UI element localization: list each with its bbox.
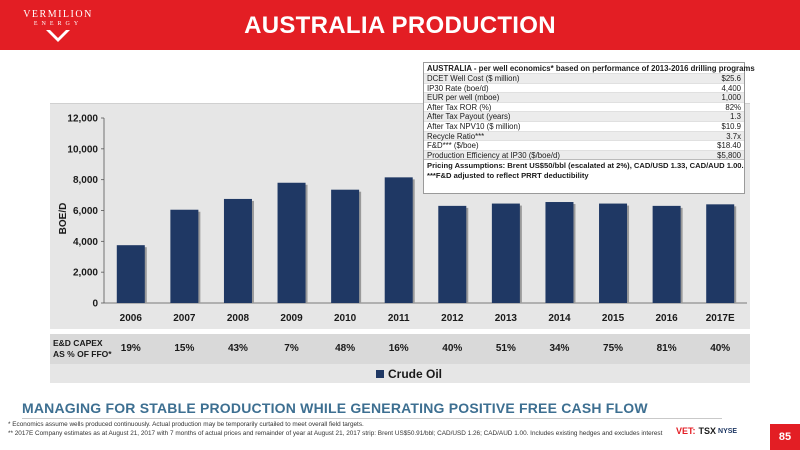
capex-row: E&D CAPEX AS % OF FFO* 19% 15% 43% 7% 48% 16%… — [50, 334, 750, 364]
exchange-listing: VET: TSX NYSE — [676, 426, 737, 436]
economics-table-row: After Tax Payout (years) 1.3 — [424, 111, 744, 121]
economics-row-value: $10.9 — [721, 121, 741, 131]
bar-crude-oil — [170, 209, 199, 303]
economics-table-row: After Tax ROR (%) 82% — [424, 101, 744, 112]
bar-crude-oil — [599, 203, 628, 303]
logo-mark-icon — [46, 30, 70, 42]
company-logo: VERMILION ENERGY — [14, 6, 102, 46]
capex-value: 34% — [549, 343, 570, 354]
capex-value: 15% — [174, 343, 195, 354]
y-tick-label: 4,000 — [73, 237, 98, 248]
economics-table-footer2: ***F&D adjusted to reflect PRRT deductib… — [427, 171, 589, 181]
economics-table-row: After Tax NPV10 ($ million) $10.9 — [424, 120, 744, 131]
bar-crude-oil — [438, 205, 467, 303]
economics-row-value: 4,400 — [721, 83, 741, 93]
economics-row-value: 82% — [725, 102, 741, 112]
page-title: AUSTRALIA PRODUCTION — [244, 12, 556, 39]
economics-table-row: DCET Well Cost ($ million) $25.6 — [424, 73, 744, 83]
economics-row-label: F&D*** ($/boe) — [427, 141, 479, 151]
logo-sub: ENERGY — [33, 21, 83, 27]
header-bar: VERMILION ENERGY AUSTRALIA PRODUCTION — [0, 0, 800, 50]
capex-value: 16% — [388, 343, 409, 354]
economics-row-label: After Tax NPV10 ($ million) — [427, 121, 521, 131]
economics-table-row: EUR per well (mboe) 1,000 — [424, 92, 744, 102]
economics-table-row: IP30 Rate (boe/d) 4,400 — [424, 82, 744, 93]
page-number: 85 — [770, 424, 800, 450]
bar-crude-oil — [277, 182, 306, 303]
nyse-label: NYSE — [718, 427, 738, 435]
y-tick-label: 12,000 — [67, 114, 98, 125]
production-bar-chart: 0 2,000 4,000 6,000 8,000 10,000 12,000 BOE/D 20… — [58, 114, 747, 324]
y-tick-label: 8,000 — [73, 175, 98, 186]
economics-row-label: DCET Well Cost ($ million) — [427, 74, 520, 83]
economics-row-label: After Tax Payout (years) — [427, 112, 511, 122]
economics-row-value: $25.6 — [721, 74, 741, 83]
tsx-label: TSX — [698, 426, 717, 436]
economics-table-row: Production Efficiency at IP30 ($/boe/d) $… — [424, 149, 744, 160]
capex-value: 7% — [284, 343, 299, 354]
bar-crude-oil — [652, 205, 681, 303]
logo-name: VERMILION — [23, 9, 93, 20]
economics-table-row: Recycle Ratio*** 3.7x — [424, 130, 744, 141]
x-tick-label: 2006 — [120, 313, 143, 324]
bar-crude-oil — [384, 177, 413, 303]
economics-row-value: 3.7x — [726, 131, 741, 141]
y-tick-label: 6,000 — [73, 206, 98, 217]
economics-row-value: 1,000 — [721, 93, 741, 103]
capex-label-line2: AS % OF FFO* — [53, 349, 112, 359]
bar-crude-oil — [491, 203, 520, 303]
capex-value: 75% — [603, 343, 624, 354]
bar-crude-oil — [706, 204, 735, 303]
capex-value: 51% — [495, 343, 516, 354]
footnote-2: ** 2017E Company estimates as at August … — [8, 430, 663, 437]
economics-row-label: EUR per well (mboe) — [427, 93, 500, 103]
tagline: MANAGING FOR STABLE PRODUCTION WHILE GEN… — [22, 400, 648, 416]
bar-crude-oil — [223, 198, 252, 303]
bar-crude-oil — [331, 189, 360, 303]
chart-area: 0 2,000 4,000 6,000 8,000 10,000 12,000 BOE/D 20… — [50, 103, 750, 329]
ticker-label: VET: — [676, 426, 696, 436]
bar-crude-oil — [116, 245, 145, 303]
economics-row-value: $5,800 — [717, 150, 741, 160]
capex-label-line1: E&D CAPEX — [53, 338, 103, 348]
capex-value: 19% — [120, 343, 141, 354]
capex-value: 40% — [710, 343, 731, 354]
legend-label: Crude Oil — [388, 367, 443, 381]
capex-value: 81% — [656, 343, 677, 354]
economics-row-label: Recycle Ratio*** — [427, 131, 485, 141]
capex-label: E&D CAPEX AS % OF FFO* — [53, 338, 112, 360]
y-axis-label: BOE/D — [58, 203, 69, 235]
y-tick-label: 10,000 — [67, 144, 98, 155]
chart-legend: Crude Oil — [50, 364, 750, 383]
x-tick-label: 2008 — [227, 313, 250, 324]
capex-value: 43% — [227, 343, 248, 354]
x-tick-label: 2016 — [656, 313, 679, 324]
capex-value: 40% — [442, 343, 463, 354]
y-tick-label: 0 — [92, 299, 98, 310]
x-tick-label: 2015 — [602, 313, 625, 324]
economics-row-label: IP30 Rate (boe/d) — [427, 83, 489, 93]
x-tick-label: 2017E — [706, 313, 735, 324]
legend-swatch — [376, 370, 384, 378]
economics-table-footer1: Pricing Assumptions: Brent US$50/bbl (es… — [424, 159, 744, 171]
economics-row-label: After Tax ROR (%) — [427, 102, 492, 112]
bar-crude-oil — [545, 202, 574, 303]
x-tick-label: 2009 — [280, 313, 303, 324]
economics-row-label: Production Efficiency at IP30 ($/boe/d) — [427, 150, 560, 160]
economics-row-value: $18.40 — [717, 141, 741, 151]
x-tick-label: 2013 — [495, 313, 518, 324]
capex-value: 48% — [335, 343, 356, 354]
economics-row-value: 1.3 — [730, 112, 741, 122]
x-tick-label: 2014 — [548, 313, 571, 324]
footnote-1: * Economics assume wells produced contin… — [8, 421, 364, 428]
tagline-divider — [22, 418, 722, 419]
x-tick-label: 2010 — [334, 313, 357, 324]
economics-table: AUSTRALIA - per well economics* based on… — [423, 62, 755, 194]
economics-table-row: F&D*** ($/boe) $18.40 — [424, 140, 744, 150]
x-tick-label: 2011 — [388, 313, 410, 324]
x-tick-label: 2007 — [173, 313, 196, 324]
x-tick-label: 2012 — [441, 313, 464, 324]
y-tick-label: 2,000 — [73, 268, 98, 279]
economics-table-title: AUSTRALIA - per well economics* based on… — [427, 64, 755, 73]
